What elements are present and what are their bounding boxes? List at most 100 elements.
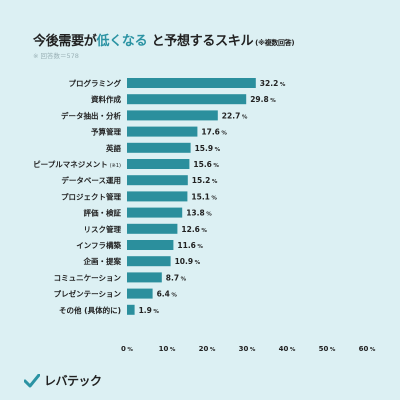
brand-name: レバテック (44, 374, 102, 388)
category-label: 英語 (106, 143, 121, 153)
category-label: ピープルマネジメント (※1) (33, 159, 121, 169)
x-tick-unit: % (330, 347, 336, 353)
value-number: 12.6 (181, 225, 200, 234)
x-tick-number: 10 (159, 345, 169, 353)
x-tick-unit: % (370, 347, 376, 353)
bar (127, 78, 256, 88)
bar (127, 272, 162, 283)
x-tick-unit: % (127, 347, 133, 353)
value-number: 1.9 (139, 306, 152, 315)
value-label: 15.2% (192, 176, 218, 185)
value-unit: % (280, 82, 286, 88)
value-number: 15.2 (192, 176, 211, 185)
x-tick-label: 10% (159, 345, 176, 353)
bar (127, 94, 247, 105)
bar (127, 175, 188, 186)
value-number: 13.8 (186, 209, 205, 218)
bar (127, 304, 135, 315)
category-label: リスク管理 (84, 224, 122, 234)
category-label: プログラミング (69, 78, 122, 88)
category-label: 企画・提案 (83, 256, 122, 266)
category-note: (※1) (110, 163, 121, 169)
brand-logo: レバテック (24, 372, 102, 389)
value-number: 8.7 (166, 273, 179, 282)
value-label: 6.4% (157, 290, 178, 299)
value-label: 1.9% (139, 306, 160, 315)
value-number: 15.1 (191, 192, 210, 201)
value-label: 10.9% (175, 257, 201, 266)
value-number: 32.2 (260, 79, 279, 88)
x-tick-number: 30 (239, 345, 249, 353)
x-tick-label: 0% (121, 345, 133, 353)
value-unit: % (181, 276, 187, 282)
value-number: 29.8 (250, 95, 269, 104)
value-number: 10.9 (175, 257, 194, 266)
x-tick-number: 40 (279, 345, 289, 353)
category-label: 予算管理 (91, 127, 121, 137)
value-label: 12.6% (181, 225, 207, 234)
check-logo-icon (24, 373, 40, 387)
bar (127, 126, 198, 137)
x-tick-label: 30% (239, 345, 256, 353)
category-label: インフラ構築 (76, 240, 121, 250)
value-unit: % (201, 228, 207, 234)
value-unit: % (213, 163, 219, 169)
category-label: プロジェクト管理 (61, 191, 121, 201)
value-number: 15.6 (193, 160, 212, 169)
value-unit: % (171, 293, 177, 299)
value-number: 22.7 (222, 111, 241, 120)
category-label: その他 (具体的に) (59, 305, 121, 315)
value-number: 6.4 (157, 290, 170, 299)
value-unit: % (153, 309, 159, 315)
value-unit: % (212, 179, 218, 185)
category-label: 評価・検証 (84, 208, 122, 218)
value-label: 32.2% (260, 79, 286, 88)
value-unit: % (211, 195, 217, 201)
value-label: 15.9% (195, 144, 221, 153)
value-unit: % (206, 212, 212, 218)
value-label: 29.8% (250, 95, 276, 104)
chart-title: 今後需要が低くなる と予想するスキル (※複数回答) (33, 30, 295, 49)
value-unit: % (270, 98, 276, 104)
value-label: 17.6% (201, 128, 227, 137)
value-label: 13.8% (186, 209, 212, 218)
bar (127, 240, 174, 250)
x-tick-number: 0 (121, 345, 126, 353)
bar (127, 110, 218, 121)
value-label: 8.7% (166, 273, 187, 282)
x-tick-label: 60% (359, 345, 376, 353)
bar (127, 191, 188, 202)
x-tick-label: 20% (199, 345, 216, 353)
value-number: 15.9 (195, 144, 214, 153)
x-tick-unit: % (290, 347, 296, 353)
value-number: 17.6 (201, 128, 220, 137)
value-unit: % (221, 131, 227, 137)
x-tick-number: 50 (319, 345, 329, 353)
x-tick-label: 50% (319, 345, 336, 353)
value-unit: % (195, 260, 201, 266)
x-tick-label: 40% (279, 345, 296, 353)
value-label: 11.6% (177, 241, 203, 250)
value-unit: % (215, 147, 221, 153)
title-pre: 今後需要が (33, 34, 97, 49)
x-tick-unit: % (210, 347, 216, 353)
value-label: 15.6% (193, 160, 219, 169)
x-tick-number: 60 (359, 345, 369, 353)
category-label: データベース運用 (61, 175, 121, 185)
bar (127, 142, 191, 153)
value-unit: % (197, 244, 203, 250)
category-label: データ抽出・分析 (61, 110, 121, 120)
value-number: 11.6 (177, 241, 196, 250)
category-label: コミュニケーション (54, 273, 122, 282)
x-tick-number: 20 (199, 345, 209, 353)
bar (127, 288, 153, 299)
value-label: 15.1% (191, 192, 217, 201)
bar (127, 159, 190, 169)
category-label-text: ピープルマネジメント (33, 159, 108, 169)
title-highlight: 低くなる (96, 34, 148, 49)
category-label: プレゼンテーション (54, 289, 122, 299)
value-unit: % (242, 114, 248, 120)
x-tick-unit: % (250, 347, 256, 353)
title-post: と予想するスキル (151, 34, 254, 49)
